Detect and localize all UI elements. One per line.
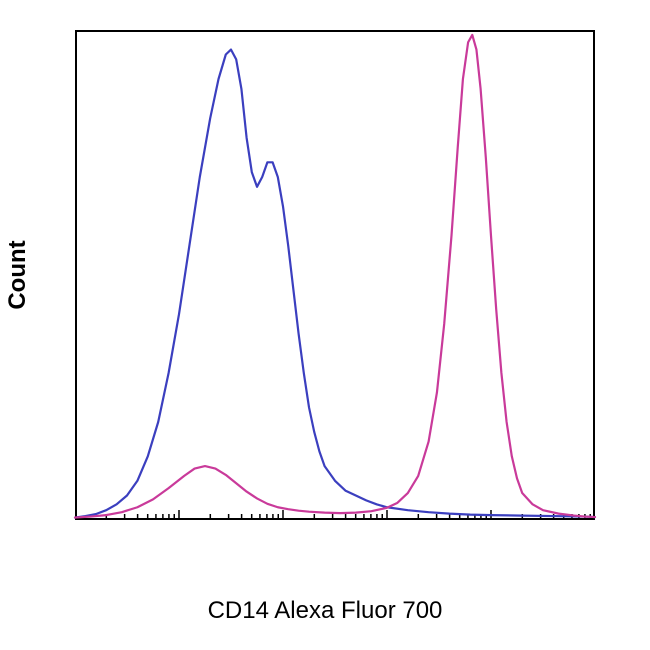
- series-CD14-positive: [75, 35, 595, 518]
- x-axis-label: CD14 Alexa Fluor 700: [0, 597, 650, 625]
- series-control: [75, 50, 595, 518]
- plot-svg: [0, 0, 650, 650]
- chart-container: Count CD14 Alexa Fluor 700: [0, 0, 650, 650]
